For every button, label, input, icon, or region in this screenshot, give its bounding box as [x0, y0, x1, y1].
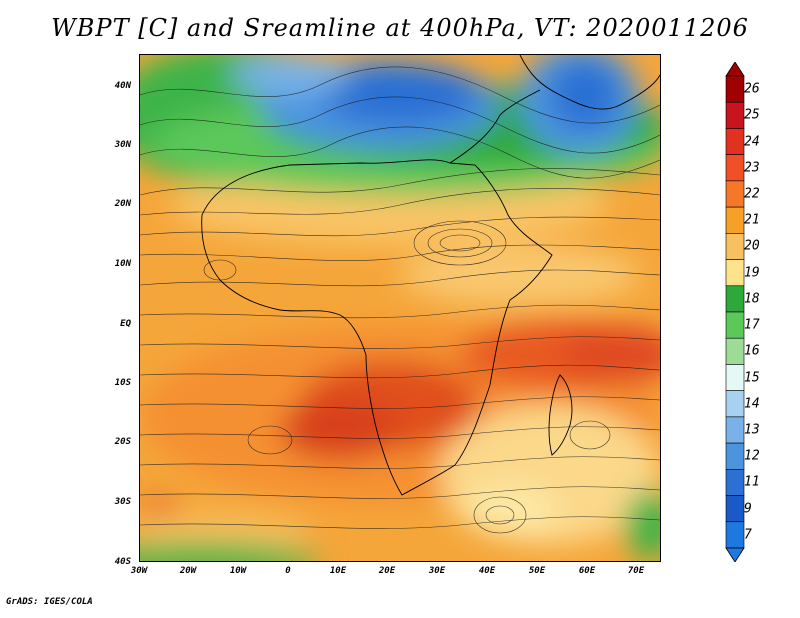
colorbar-label: 15 — [744, 370, 760, 386]
coastlines — [201, 55, 660, 496]
colorbar-top-arrow — [725, 62, 745, 77]
colorbar-label: 16 — [744, 343, 760, 359]
colorbar-label: 26 — [744, 81, 760, 97]
lat-label: 30S — [114, 497, 131, 507]
colorbar-segment — [725, 364, 745, 391]
map-canvas — [140, 55, 660, 561]
colorbar-label: 20 — [744, 238, 760, 254]
lon-label: 10E — [329, 566, 347, 576]
colorbar-segment — [725, 101, 745, 129]
colorbar-segment — [725, 390, 745, 418]
colorbar-segment — [725, 75, 745, 103]
colorbar-segment — [725, 337, 745, 365]
colorbar-label: 22 — [744, 186, 760, 202]
colorbar-label: 14 — [744, 396, 760, 412]
lat-label: 10S — [114, 378, 131, 388]
colorbar-segment — [725, 311, 745, 339]
colorbar-segment — [725, 259, 745, 287]
colorbar-segment — [725, 521, 745, 549]
lat-label: 30N — [114, 140, 131, 150]
lon-label: 50E — [528, 566, 546, 576]
chart-title: WBPT [C] and Sreamline at 400hPa, VT: 20… — [51, 14, 749, 42]
colorbar-segment — [725, 469, 745, 496]
colorbar-segment — [725, 442, 745, 470]
colorbar-segment — [725, 154, 745, 182]
colorbar-segment — [725, 206, 745, 234]
colorbar-label: 11 — [744, 474, 760, 490]
lat-label: EQ — [120, 319, 131, 329]
lat-label: 40S — [114, 557, 131, 567]
lon-label: 40E — [478, 566, 496, 576]
lat-label: 40N — [114, 81, 131, 91]
lon-label: 20E — [378, 566, 396, 576]
colorbar-segment — [725, 495, 745, 523]
colorbar — [725, 62, 745, 562]
colorbar-label: 7 — [744, 527, 752, 543]
colorbar-bottom-arrow — [725, 547, 745, 562]
lon-label: 10W — [229, 566, 247, 576]
lon-label: 60E — [578, 566, 596, 576]
temperature-shading — [140, 55, 660, 561]
colorbar-label: 21 — [744, 212, 760, 228]
colorbar-segment — [725, 416, 745, 444]
colorbar-label: 9 — [744, 501, 752, 517]
colorbar-label: 25 — [744, 107, 760, 123]
colorbar-label: 18 — [744, 291, 760, 307]
colorbar-segment — [725, 285, 745, 313]
colorbar-label: 19 — [744, 265, 760, 281]
colorbar-label: 12 — [744, 448, 760, 464]
lon-label: 30E — [428, 566, 446, 576]
colorbar-label: 13 — [744, 422, 760, 438]
lon-label: 20W — [179, 566, 197, 576]
streamlines — [140, 66, 660, 534]
colorbar-segment — [725, 233, 745, 260]
lon-label: 70E — [627, 566, 645, 576]
credit-text: GrADS: IGES/COLA — [6, 597, 93, 607]
colorbar-segment — [725, 128, 745, 155]
lat-label: 20N — [114, 199, 131, 209]
colorbar-label: 23 — [744, 160, 760, 176]
lat-label: 20S — [114, 437, 131, 447]
colorbar-segment — [725, 180, 745, 208]
colorbar-label: 24 — [744, 134, 760, 150]
lon-label: 30W — [130, 566, 148, 576]
lon-label: 0 — [285, 566, 291, 576]
map-panel — [139, 54, 661, 562]
lat-label: 10N — [114, 259, 131, 269]
colorbar-label: 17 — [744, 317, 760, 333]
